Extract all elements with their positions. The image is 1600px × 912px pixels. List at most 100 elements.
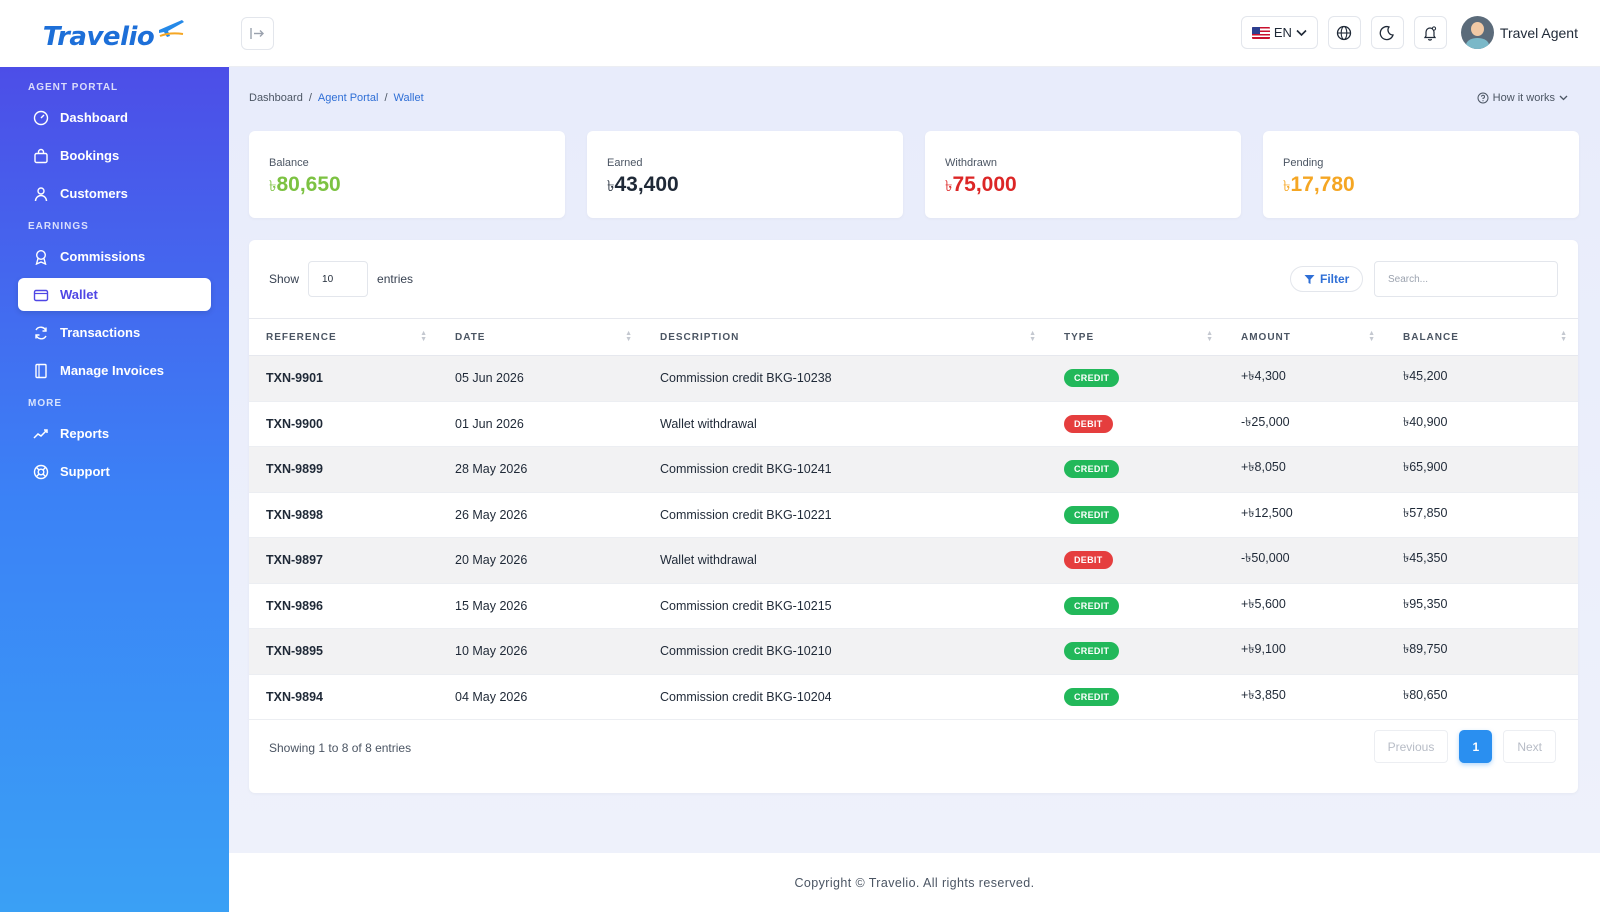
copyright-text: Copyright © Travelio. All rights reserve… [794,875,1035,890]
entries-per-page-input[interactable] [308,261,369,297]
pagination: Previous 1 Next [1373,730,1556,763]
cell-description: Commission credit BKG-10238 [643,355,1047,402]
language-selector[interactable]: EN [1240,16,1318,49]
search-input[interactable] [1374,261,1558,297]
sidebar-item-bookings[interactable]: Bookings [18,139,211,172]
cell-balance: ৳45,200 [1386,355,1578,402]
cell-type: DEBIT [1047,401,1224,447]
cell-date: 05 Jun 2026 [438,355,643,402]
summary-card-earned: Earned ৳43,400 [587,131,903,218]
breadcrumb-dashboard[interactable]: Dashboard [249,92,303,104]
collapse-sidebar-button[interactable] [241,17,274,50]
column-header-amount[interactable]: AMOUNT ▲ ▼ [1224,318,1386,356]
summary-cards: Balance ৳80,650 Earned ৳43,400 Withdrawn ৳75,… [249,131,1579,218]
table-row[interactable]: TXN-9896 15 May 2026 Commission credit BKG… [249,583,1578,629]
cell-description: Wallet withdrawal [643,401,1047,447]
sidebar-item-label: Commissions [60,249,146,264]
cell-reference: TXN-9894 [249,674,438,720]
award-icon [32,248,50,266]
notifications-button[interactable] [1413,16,1447,49]
type-badge: CREDIT [1064,460,1120,479]
table-row[interactable]: TXN-9901 05 Jun 2026 Commission credit BKG… [249,355,1578,402]
how-it-works-toggle[interactable]: How it works [1477,92,1568,104]
card-amount: 17,780 [1290,173,1355,196]
cell-amount: -৳25,000 [1224,401,1386,447]
nav-section-title: EARNINGS [28,221,89,232]
column-header-type[interactable]: TYPE ▲ ▼ [1047,318,1224,356]
sidebar-item-label: Wallet [60,287,98,302]
cell-type: CREDIT [1047,355,1224,402]
user-menu[interactable]: Travel Agent [1460,16,1578,49]
globe-icon [1337,25,1352,40]
cell-date: 28 May 2026 [438,446,643,493]
table-row[interactable]: TXN-9895 10 May 2026 Commission credit BKG… [249,628,1578,675]
card-amount: 80,650 [276,173,341,196]
filter-button[interactable]: Filter [1290,266,1364,292]
us-flag-icon [1251,26,1270,39]
globe-button[interactable] [1327,16,1361,49]
header-actions: EN Travel Agent [1240,16,1578,49]
sort-icon: ▲ ▼ [625,330,633,343]
table-row[interactable]: TXN-9897 20 May 2026 Wallet withdrawal DEBI… [249,537,1578,584]
filter-icon [1304,274,1315,284]
nav-section-title: MORE [28,398,62,409]
breadcrumb: Dashboard / Agent Portal / Wallet [249,92,424,104]
cell-date: 26 May 2026 [438,492,643,538]
cell-description: Commission credit BKG-10221 [643,492,1047,538]
cell-balance: ৳95,350 [1386,583,1578,629]
breadcrumb-agent-portal[interactable]: Agent Portal [317,92,379,104]
sidebar-item-label: Manage Invoices [60,363,165,378]
previous-page-button[interactable]: Previous [1373,730,1449,763]
table-header-row: REFERENCE ▲ ▼ DATE ▲ ▼ DESCRIPTION ▲ ▼ TYPE ▲ ▼ AMOU… [249,318,1578,356]
collapse-icon [250,28,264,39]
cell-amount: -৳50,000 [1224,537,1386,584]
pagination-summary: Showing 1 to 8 of 8 entries [269,741,412,755]
lifebuoy-icon [32,463,50,481]
table-row[interactable]: TXN-9894 04 May 2026 Commission credit BKG… [249,674,1578,720]
wallet-icon [32,286,50,304]
sidebar-item-manage-invoices[interactable]: Manage Invoices [18,354,211,387]
cell-description: Commission credit BKG-10210 [643,628,1047,675]
sidebar-item-wallet[interactable]: Wallet [18,278,211,311]
table-row[interactable]: TXN-9898 26 May 2026 Commission credit BKG… [249,492,1578,538]
nav-section-title: AGENT PORTAL [28,82,119,93]
card-amount: 75,000 [952,173,1017,196]
sidebar-item-reports[interactable]: Reports [18,417,211,450]
table-row[interactable]: TXN-9899 28 May 2026 Commission credit BKG… [249,446,1578,493]
column-header-date[interactable]: DATE ▲ ▼ [438,318,643,356]
card-value: ৳75,000 [945,173,1221,200]
cell-type: CREDIT [1047,628,1224,675]
breadcrumb-separator: / [308,92,312,104]
column-header-reference[interactable]: REFERENCE ▲ ▼ [249,318,438,356]
plane-icon [159,19,185,37]
card-amount: 43,400 [614,173,679,196]
cell-amount: +৳5,600 [1224,583,1386,629]
column-header-balance[interactable]: BALANCE ▲ ▼ [1386,318,1578,356]
page-1-button[interactable]: 1 [1459,730,1493,763]
sidebar-item-transactions[interactable]: Transactions [18,316,211,349]
sidebar-item-dashboard[interactable]: Dashboard [18,101,211,134]
logo[interactable]: Travelio [43,16,187,52]
help-circle-icon [1477,92,1489,104]
card-label: Earned [607,157,643,169]
theme-toggle-button[interactable] [1370,16,1404,49]
sidebar-item-commissions[interactable]: Commissions [18,240,211,273]
next-page-button[interactable]: Next [1503,730,1556,763]
table-body: TXN-9901 05 Jun 2026 Commission credit BKG… [249,355,1578,720]
sidebar-item-support[interactable]: Support [18,455,211,488]
table-row[interactable]: TXN-9900 01 Jun 2026 Wallet withdrawal DEBI… [249,401,1578,447]
sidebar-item-label: Transactions [60,325,141,340]
column-header-label: DATE [455,331,486,343]
sidebar-item-customers[interactable]: Customers [18,177,211,210]
how-it-works-label: How it works [1492,92,1555,104]
cell-balance: ৳65,900 [1386,446,1578,493]
cell-date: 04 May 2026 [438,674,643,720]
show-label: Show [269,272,300,286]
summary-card-withdrawn: Withdrawn ৳75,000 [925,131,1241,218]
column-header-description[interactable]: DESCRIPTION ▲ ▼ [643,318,1047,356]
cell-type: DEBIT [1047,537,1224,584]
users-icon [32,185,50,203]
currency-symbol: ৳ [945,178,953,195]
cell-type: CREDIT [1047,446,1224,493]
sort-icon: ▲ ▼ [1560,330,1568,343]
